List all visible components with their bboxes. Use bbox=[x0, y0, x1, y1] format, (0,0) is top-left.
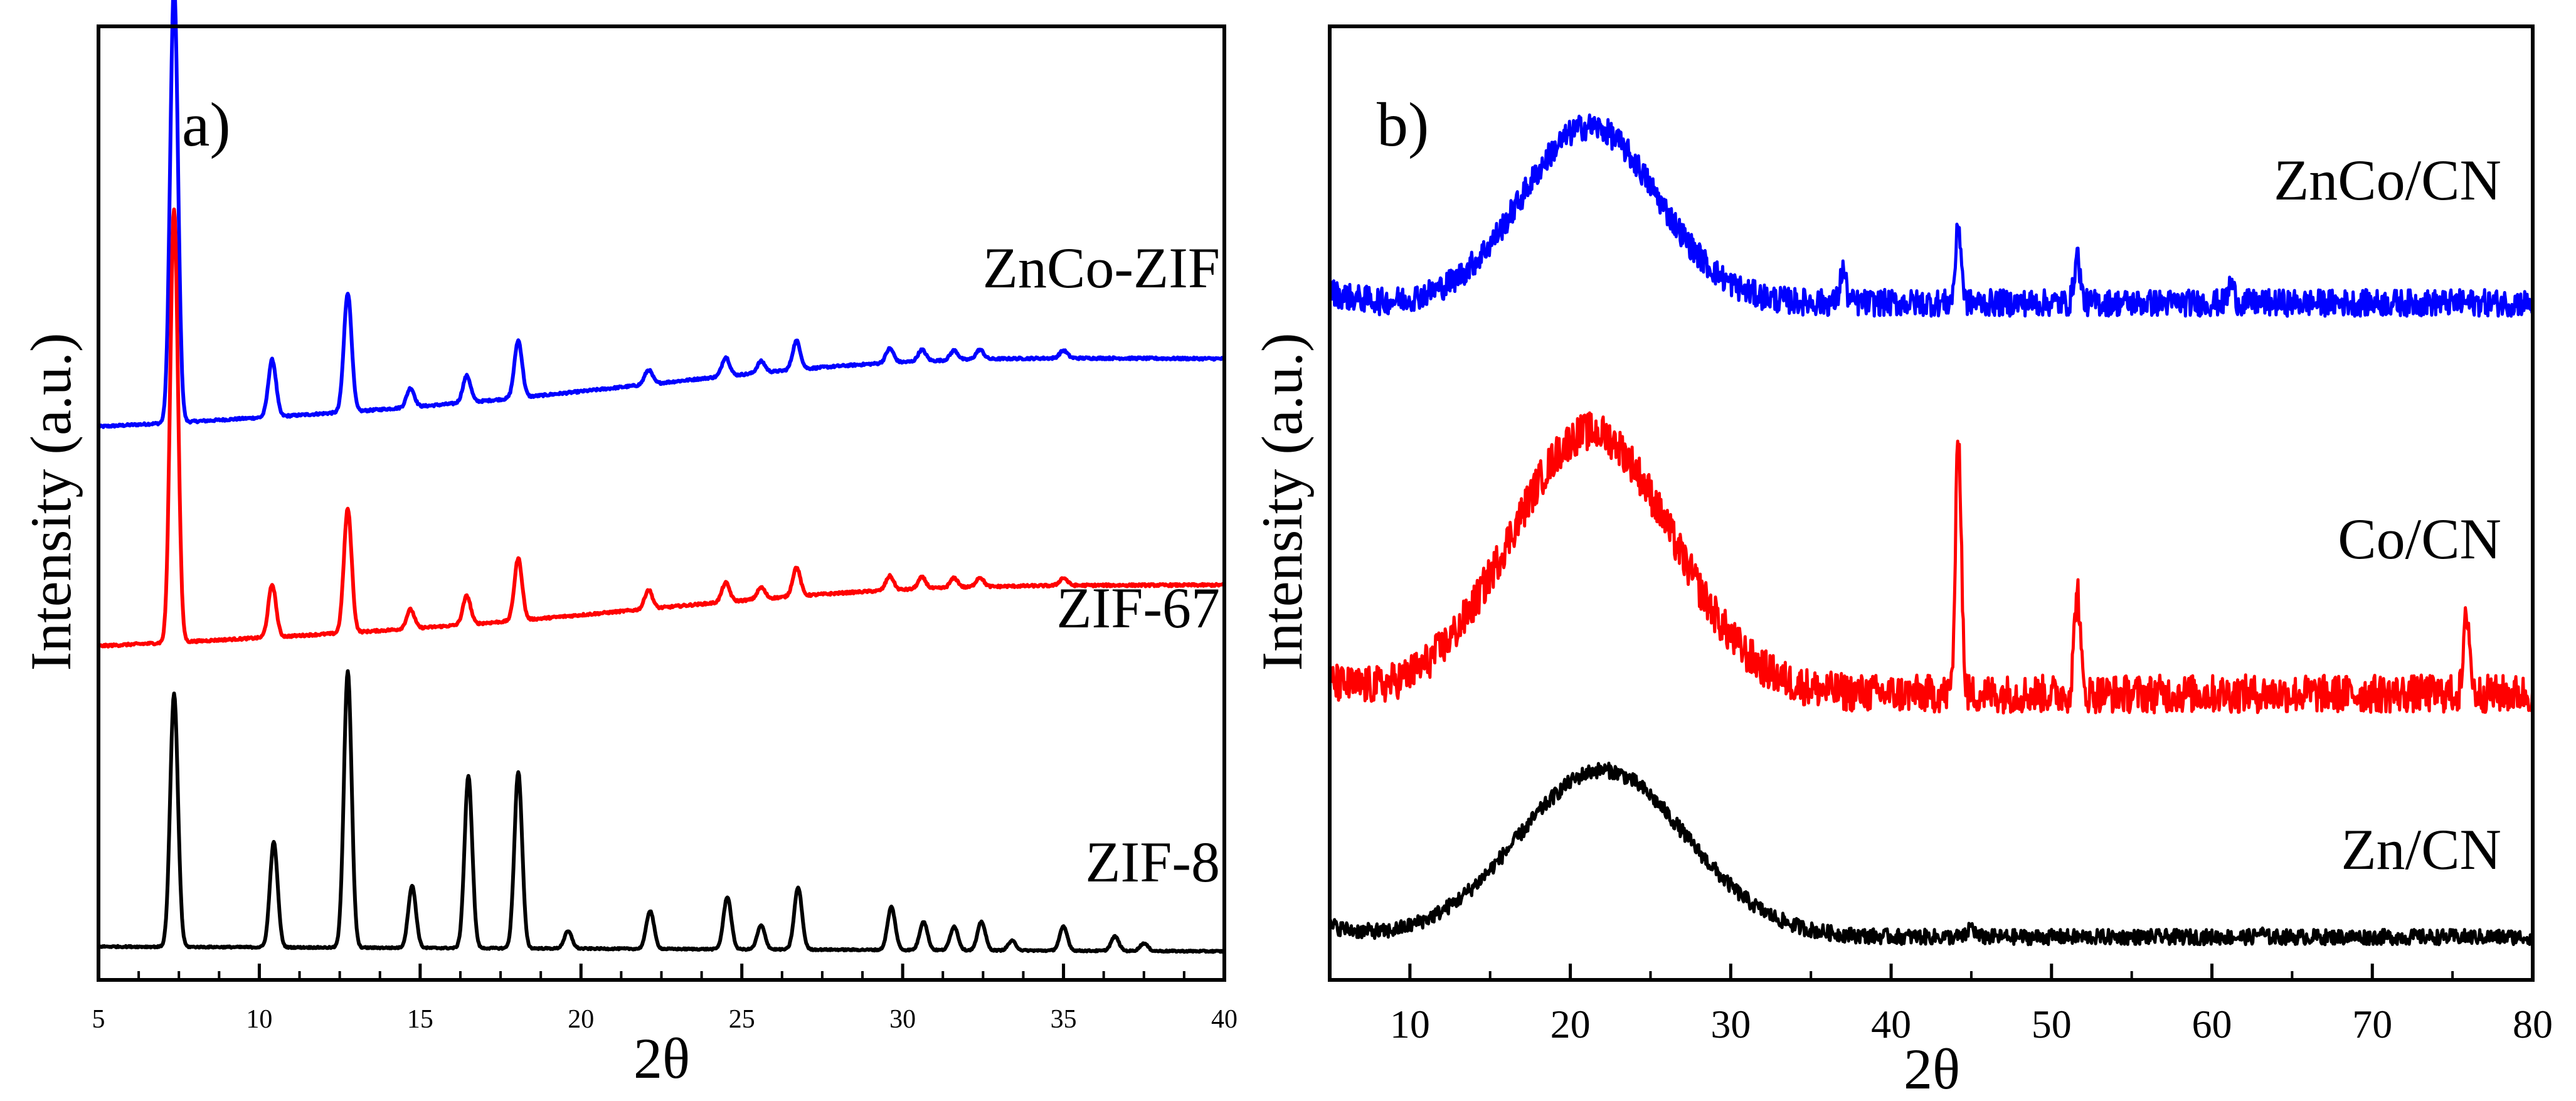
x-tick-label: 70 bbox=[2352, 1002, 2392, 1046]
x-tick-label: 35 bbox=[1051, 1005, 1077, 1034]
panel-b-x-axis-title: 2θ bbox=[1904, 1037, 1960, 1101]
panel-a-y-axis-title: Intensity (a.u.) bbox=[19, 332, 83, 671]
panel-b-series bbox=[1328, 113, 2535, 947]
panel-a-x-axis-title: 2θ bbox=[633, 1026, 690, 1090]
x-tick-label: 60 bbox=[2192, 1002, 2232, 1046]
panel-a-label: a) bbox=[182, 90, 231, 159]
panel-b-frame bbox=[1328, 24, 2535, 982]
panel-a-series bbox=[97, 0, 1226, 954]
panel-a-series-label-zif8: ZIF-8 bbox=[1085, 830, 1220, 894]
panel-b-label: b) bbox=[1377, 90, 1429, 159]
series-line-zif-8 bbox=[97, 669, 1226, 954]
series-line-znco-cn bbox=[1328, 113, 2535, 318]
x-tick-label: 25 bbox=[729, 1005, 755, 1034]
series-line-zn-cn bbox=[1328, 762, 2534, 947]
panel-b-x-ticks: 10 20 30 40 50 60 70 80 bbox=[1328, 964, 2553, 1046]
x-tick-label: 20 bbox=[1550, 1002, 1591, 1046]
x-tick-label: 80 bbox=[2513, 1002, 2553, 1046]
panel-b-series-label-zn-cn: Zn/CN bbox=[2341, 817, 2501, 881]
x-tick-label: 20 bbox=[568, 1005, 594, 1034]
panel-b-y-axis-title: Intensity (a.u.) bbox=[1250, 332, 1314, 671]
x-tick-label: 10 bbox=[246, 1005, 272, 1034]
panel-b-series-label-co-cn: Co/CN bbox=[2338, 507, 2501, 571]
x-tick-label: 50 bbox=[2032, 1002, 2072, 1046]
x-tick-label: 10 bbox=[1390, 1002, 1430, 1046]
panel-b: 10 20 30 40 50 60 70 80 b) ZnCo/CN Co/CN Zn/CN … bbox=[1250, 24, 2553, 1101]
panel-a-x-ticks: 5 10 15 20 25 30 35 40 bbox=[92, 964, 1238, 1034]
panel-b-series-label-znco-cn: ZnCo/CN bbox=[2274, 148, 2501, 212]
series-line-co-cn bbox=[1328, 411, 2535, 715]
panel-a: 5 10 15 20 25 30 35 40 a) ZnCo-ZIF ZIF-67 ZIF-8… bbox=[19, 0, 1238, 1090]
x-tick-label: 30 bbox=[889, 1005, 916, 1034]
series-line-zif-67 bbox=[97, 207, 1226, 649]
panel-a-series-label-zif67: ZIF-67 bbox=[1056, 576, 1220, 640]
series-line-znco-zif bbox=[97, 0, 1226, 429]
x-tick-label: 40 bbox=[1871, 1002, 1911, 1046]
x-tick-label: 5 bbox=[92, 1005, 105, 1034]
panel-a-series-label-zncozif: ZnCo-ZIF bbox=[983, 236, 1220, 300]
x-tick-label: 30 bbox=[1710, 1002, 1751, 1046]
x-tick-label: 15 bbox=[407, 1005, 433, 1034]
panel-a-frame bbox=[97, 24, 1226, 982]
x-tick-label: 40 bbox=[1211, 1005, 1238, 1034]
